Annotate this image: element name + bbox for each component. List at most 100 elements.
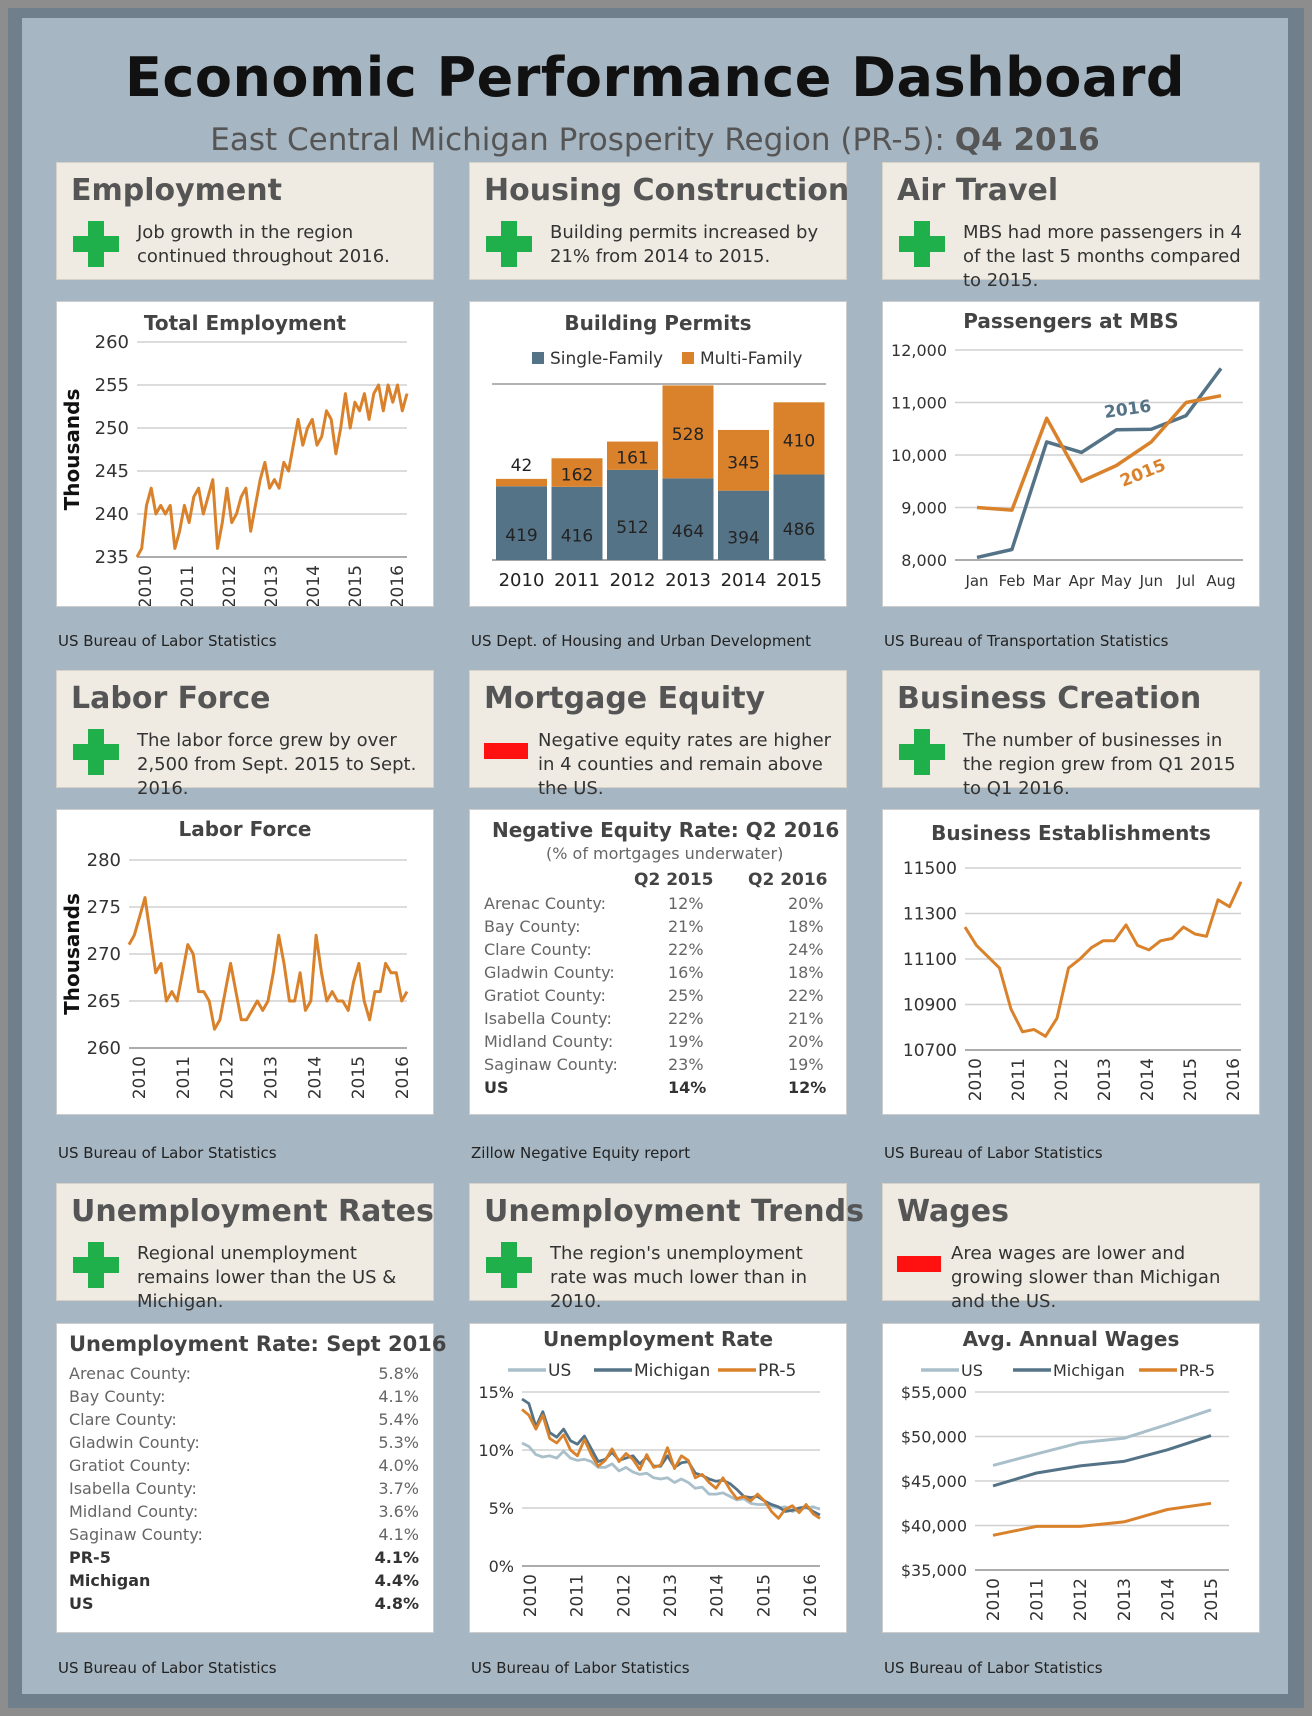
- x-tick-label: 2011: [568, 1574, 588, 1617]
- x-tick-label: 2015: [1181, 1058, 1201, 1101]
- page-title: Economic Performance Dashboard: [124, 46, 1186, 109]
- x-tick-label: 2013: [661, 1574, 681, 1617]
- y-tick-label: 10900: [903, 996, 957, 1016]
- legend-label: Multi-Family: [700, 349, 802, 369]
- panel-text: The region's unemployment rate was much …: [550, 1243, 808, 1312]
- bar-multi-family: [496, 478, 547, 487]
- x-tick-label: 2010: [984, 1578, 1004, 1621]
- panel-header-1: Employment Job growth in the region conti…: [56, 162, 434, 280]
- panel-text: Building permits increased by 21% from 2…: [550, 222, 819, 267]
- x-tick-label: 2012: [218, 1056, 238, 1099]
- series-line-us: [992, 1408, 1212, 1467]
- bar-multi-family: [551, 458, 603, 487]
- source-label: US Dept. of Housing and Urban Developmen…: [471, 632, 812, 650]
- series-line-michigan: [992, 1434, 1212, 1488]
- source-label: US Bureau of Labor Statistics: [58, 632, 277, 650]
- x-tick-label: 2014: [1138, 1058, 1158, 1101]
- panel-text: Job growth in the region continued throu…: [137, 222, 390, 267]
- x-tick-label: May: [1101, 572, 1132, 590]
- legend-label: US: [961, 1361, 983, 1380]
- panel-header-6: Business Creation The number of businesse…: [882, 670, 1260, 799]
- x-tick-label: 2016: [801, 1574, 821, 1617]
- y-tick-label: $55,000: [901, 1383, 967, 1402]
- source-label: US Bureau of Labor Statistics: [884, 1144, 1103, 1162]
- series-line-2015: [976, 393, 1222, 512]
- plus-icon: [486, 221, 532, 267]
- table-row-label: Bay County:: [69, 1387, 166, 1406]
- table-cell: 12%: [788, 1078, 827, 1097]
- y-tick-label: 9,000: [901, 499, 947, 518]
- source-label: US Bureau of Labor Statistics: [58, 1659, 277, 1677]
- table-cell: 24%: [788, 940, 824, 959]
- bar-single-family: [607, 469, 658, 560]
- legend-swatch-single-family: [532, 352, 544, 364]
- x-tick-label: 2012: [610, 570, 656, 591]
- y-tick-label: 11,000: [891, 394, 947, 413]
- source-label: US Bureau of Labor Statistics: [884, 1659, 1103, 1677]
- plus-icon: [899, 221, 945, 267]
- chart-title: Total Employment: [144, 311, 347, 335]
- chart-svg: Passengers at MBS 8,000 9,000 10,000 11,000 1…: [891, 309, 1243, 590]
- table-cell: 22%: [668, 940, 704, 959]
- table-title: Unemployment Rate: Sept 2016: [69, 1332, 447, 1356]
- bar-multi-family: [773, 402, 825, 475]
- column-header: Q2 2016: [748, 870, 828, 890]
- x-tick-label: 2010: [499, 570, 545, 591]
- x-tick-label: 2015: [349, 1056, 369, 1099]
- y-tick-label: 10,000: [891, 446, 947, 465]
- data-label: 416: [561, 526, 593, 546]
- y-tick-label: 260: [87, 1038, 121, 1059]
- table-row-label: Clare County:: [484, 940, 592, 959]
- source-label: US Bureau of Labor Statistics: [471, 1659, 690, 1677]
- chart-title: Labor Force: [179, 817, 312, 841]
- table-cell: 22%: [788, 986, 824, 1005]
- table-cell: 16%: [668, 963, 704, 982]
- y-tick-label: 245: [95, 461, 129, 482]
- data-label: 42: [511, 456, 533, 476]
- unemployment-table: Unemployment Rate: Sept 2016 Arenac Count…: [57, 1324, 446, 1632]
- x-tick-label: 2010: [966, 1058, 986, 1101]
- x-tick-label: 2014: [304, 565, 324, 606]
- table-row-label: Clare County:: [69, 1410, 177, 1429]
- chart-title: Avg. Annual Wages: [963, 1327, 1180, 1351]
- plus-icon: [73, 1242, 119, 1288]
- table-row-label: Saginaw County:: [69, 1525, 203, 1544]
- bar-single-family: [773, 474, 825, 560]
- panel-title: Housing Construction: [484, 173, 850, 208]
- x-tick-label: 2011: [178, 565, 198, 606]
- y-tick-label: 0%: [489, 1557, 514, 1576]
- table-cell: 14%: [668, 1078, 707, 1097]
- table-cell: 4.4%: [374, 1571, 419, 1590]
- data-label: 161: [616, 449, 648, 469]
- chart-svg: Labor Force 260 265 270 275 280 Thousands 2010 2…: [60, 817, 413, 1099]
- chart-title: Building Permits: [564, 311, 751, 335]
- y-tick-label: 5%: [489, 1499, 514, 1518]
- data-label: 486: [783, 520, 815, 540]
- x-tick-label: 2013: [1115, 1578, 1135, 1621]
- x-tick-label: 2010: [136, 565, 156, 606]
- chart-card-2: Building Permits Single-Family Multi-Famil…: [469, 301, 847, 607]
- table-cell: 19%: [788, 1055, 824, 1074]
- table-cell: 20%: [788, 894, 824, 913]
- table-row-label: US: [69, 1594, 94, 1613]
- y-tick-label: 260: [95, 332, 129, 353]
- x-tick-label: 2013: [665, 570, 711, 591]
- x-tick-label: 2011: [174, 1056, 194, 1099]
- x-tick-label: 2014: [1158, 1578, 1178, 1621]
- table-cell: 4.8%: [374, 1594, 419, 1613]
- series-line-us: [521, 1441, 821, 1513]
- chart-card-1: Total Employment 235 240 245 250 255 260 Thousa…: [56, 301, 434, 608]
- plus-icon: [73, 729, 119, 775]
- table-row-label: Midland County:: [69, 1502, 199, 1521]
- chart-svg: Business Establishments 10700 10900 11100 11…: [903, 821, 1244, 1101]
- table-cell: 22%: [668, 1009, 704, 1028]
- x-tick-label: 2010: [521, 1574, 541, 1617]
- y-tick-label: 12,000: [891, 341, 947, 360]
- chart-card-9: Avg. Annual Wages $35,000 $40,000 $45,000 $5…: [882, 1323, 1260, 1633]
- x-tick-label: 2014: [305, 1056, 325, 1099]
- x-tick-label: 2016: [393, 1056, 413, 1099]
- table-cell: 19%: [668, 1032, 704, 1051]
- table-cell: 21%: [668, 917, 704, 936]
- panel-header-4: Labor Force The labor force grew by over …: [56, 670, 434, 799]
- x-tick-label: 2010: [130, 1056, 150, 1099]
